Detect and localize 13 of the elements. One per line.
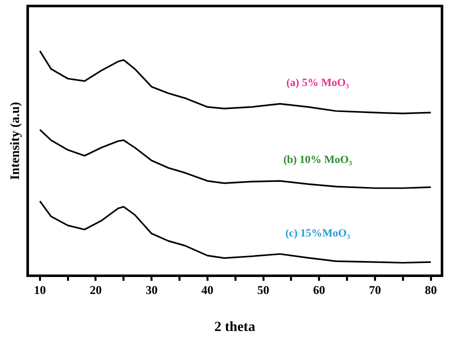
x-tick-label: 60: [313, 283, 326, 298]
x-tick-label: 80: [424, 283, 437, 298]
series-label: (a) 5% MoO₃: [286, 76, 350, 89]
x-tick-label: 50: [257, 283, 270, 298]
series-label: (c) 15%MoO₃: [285, 228, 351, 240]
x-tick-label: 40: [201, 283, 214, 298]
x-tick-label: 10: [34, 283, 46, 298]
x-axis-title: 2 theta: [214, 320, 256, 336]
y-axis-title: Intensity (a.u): [7, 102, 22, 180]
x-tick-label: 20: [90, 283, 102, 298]
x-tick-label: 70: [368, 283, 381, 298]
x-tick-label: 30: [146, 283, 158, 298]
series-label: (b) 10% MoO₃: [283, 154, 353, 166]
